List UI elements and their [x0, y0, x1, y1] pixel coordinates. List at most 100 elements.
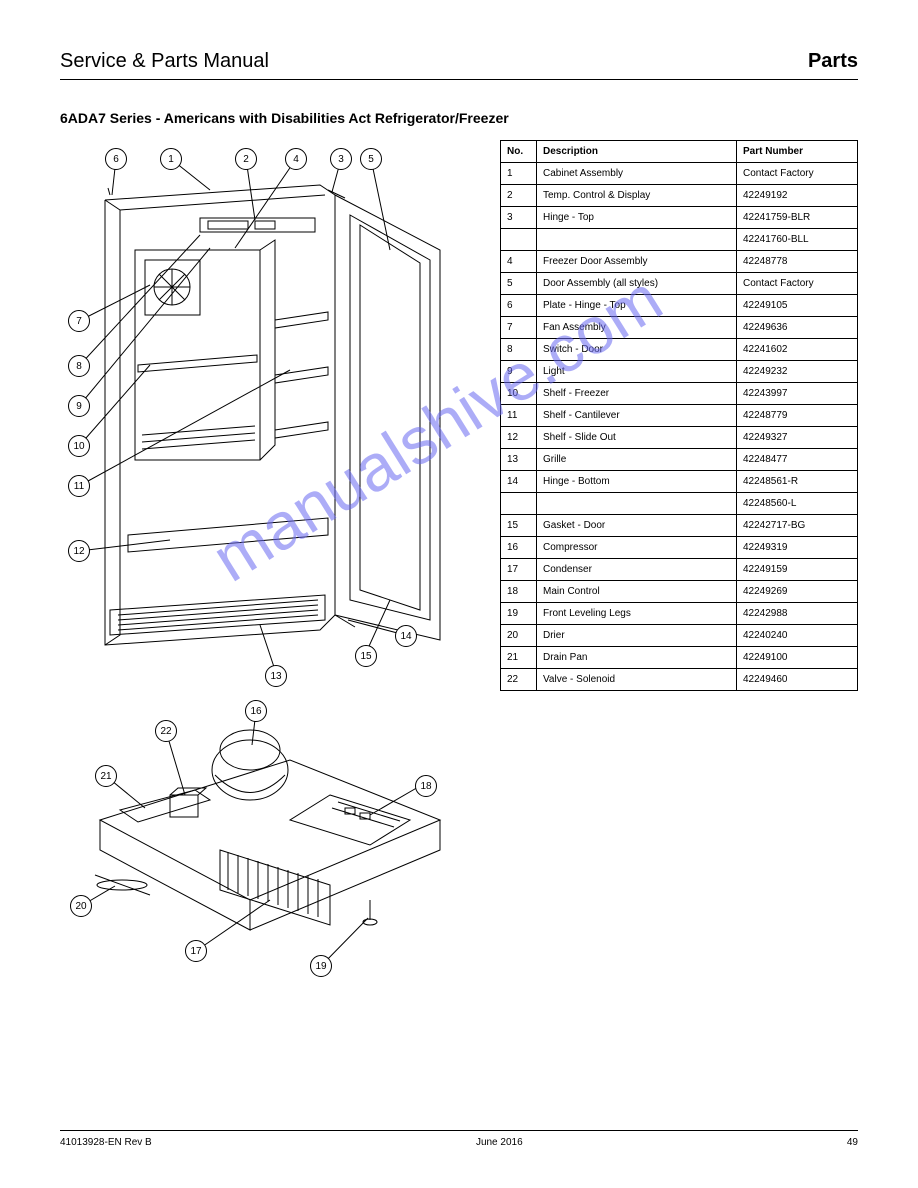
cell-desc: Switch - Door	[537, 339, 737, 361]
cell-part: 42242717-BG	[737, 515, 858, 537]
cell-no: 16	[501, 537, 537, 559]
cell-part: 42248778	[737, 251, 858, 273]
callout-4: 4	[285, 148, 307, 170]
cabinet-diagram: 612435789101112141513	[60, 140, 460, 690]
cell-part: 42249100	[737, 647, 858, 669]
cell-no: 3	[501, 207, 537, 229]
table-row: 20Drier42240240	[501, 625, 858, 647]
table-row: 16Compressor42249319	[501, 537, 858, 559]
cell-no: 1	[501, 163, 537, 185]
cell-no: 19	[501, 603, 537, 625]
cell-desc: Grille	[537, 449, 737, 471]
callout-13: 13	[265, 665, 287, 687]
cell-no: 9	[501, 361, 537, 383]
callout-9: 9	[68, 395, 90, 417]
footer-center: June 2016	[476, 1137, 523, 1148]
callout-14: 14	[395, 625, 417, 647]
table-row: 5Door Assembly (all styles)Contact Facto…	[501, 273, 858, 295]
cell-no: 12	[501, 427, 537, 449]
callout-18: 18	[415, 775, 437, 797]
cell-part: 42249460	[737, 669, 858, 691]
cell-no: 8	[501, 339, 537, 361]
table-row: 19Front Leveling Legs42242988	[501, 603, 858, 625]
table-row: 42241760-BLL	[501, 229, 858, 251]
cell-part: 42243997	[737, 383, 858, 405]
cell-desc: Drain Pan	[537, 647, 737, 669]
table-row: 15Gasket - Door42242717-BG	[501, 515, 858, 537]
col-no: No.	[501, 141, 537, 163]
callout-10: 10	[68, 435, 90, 457]
base-diagram: 16 22 21 18 20 17 19	[60, 700, 460, 980]
header-title: Service & Parts Manual	[60, 50, 269, 73]
callout-8: 8	[68, 355, 90, 377]
callout-5: 5	[360, 148, 382, 170]
callout-19: 19	[310, 955, 332, 977]
parts-table-wrap: No. Description Part Number 1Cabinet Ass…	[500, 140, 858, 691]
callout-11: 11	[68, 475, 90, 497]
cell-no: 10	[501, 383, 537, 405]
page-header: Service & Parts Manual Parts	[60, 50, 858, 80]
table-row: 2Temp. Control & Display42249192	[501, 185, 858, 207]
cell-part: Contact Factory	[737, 163, 858, 185]
cell-part: 42248560-L	[737, 493, 858, 515]
cell-part: 42249159	[737, 559, 858, 581]
cell-part: 42242988	[737, 603, 858, 625]
cell-desc: Hinge - Top	[537, 207, 737, 229]
callout-1: 1	[160, 148, 182, 170]
cell-desc: Plate - Hinge - Top	[537, 295, 737, 317]
table-row: 6Plate - Hinge - Top42249105	[501, 295, 858, 317]
cell-part: 42249105	[737, 295, 858, 317]
callout-20: 20	[70, 895, 92, 917]
cell-desc: Light	[537, 361, 737, 383]
table-row: 10Shelf - Freezer42243997	[501, 383, 858, 405]
cell-part: 42241760-BLL	[737, 229, 858, 251]
cell-no: 17	[501, 559, 537, 581]
callout-16: 16	[245, 700, 267, 722]
cell-part: 42249319	[737, 537, 858, 559]
cell-desc: Condenser	[537, 559, 737, 581]
cell-part: 42248561-R	[737, 471, 858, 493]
diagram-column: 612435789101112141513	[60, 140, 490, 980]
callout-21: 21	[95, 765, 117, 787]
cell-desc: Shelf - Slide Out	[537, 427, 737, 449]
table-row: 9Light42249232	[501, 361, 858, 383]
table-row: 12Shelf - Slide Out42249327	[501, 427, 858, 449]
cell-part: 42241759-BLR	[737, 207, 858, 229]
cabinet-figure	[60, 140, 460, 690]
cell-part: 42249636	[737, 317, 858, 339]
cell-desc: Door Assembly (all styles)	[537, 273, 737, 295]
callout-15: 15	[355, 645, 377, 667]
table-row: 4Freezer Door Assembly42248778	[501, 251, 858, 273]
col-desc: Description	[537, 141, 737, 163]
cell-no: 18	[501, 581, 537, 603]
cell-no: 13	[501, 449, 537, 471]
cell-desc: Shelf - Cantilever	[537, 405, 737, 427]
callout-3: 3	[330, 148, 352, 170]
cell-desc: Front Leveling Legs	[537, 603, 737, 625]
page-footer: 41013928-EN Rev B June 2016 49	[60, 1130, 858, 1148]
callout-17: 17	[185, 940, 207, 962]
cell-desc: Temp. Control & Display	[537, 185, 737, 207]
callout-12: 12	[68, 540, 90, 562]
cell-desc: Fan Assembly	[537, 317, 737, 339]
cell-part: 42248779	[737, 405, 858, 427]
cell-no: 4	[501, 251, 537, 273]
table-header-row: No. Description Part Number	[501, 141, 858, 163]
callout-22: 22	[155, 720, 177, 742]
model-line: 6ADA7 Series - Americans with Disabiliti…	[60, 110, 858, 126]
cell-no: 2	[501, 185, 537, 207]
cell-no: 22	[501, 669, 537, 691]
table-row: 22Valve - Solenoid42249460	[501, 669, 858, 691]
table-row: 1Cabinet AssemblyContact Factory	[501, 163, 858, 185]
table-row: 8Switch - Door42241602	[501, 339, 858, 361]
cell-part: Contact Factory	[737, 273, 858, 295]
cell-desc: Main Control	[537, 581, 737, 603]
cell-desc: Hinge - Bottom	[537, 471, 737, 493]
cell-desc: Shelf - Freezer	[537, 383, 737, 405]
cell-part: 42249192	[737, 185, 858, 207]
cell-desc	[537, 229, 737, 251]
cell-part: 42249232	[737, 361, 858, 383]
table-row: 14Hinge - Bottom42248561-R	[501, 471, 858, 493]
cell-no: 15	[501, 515, 537, 537]
table-row: 42248560-L	[501, 493, 858, 515]
